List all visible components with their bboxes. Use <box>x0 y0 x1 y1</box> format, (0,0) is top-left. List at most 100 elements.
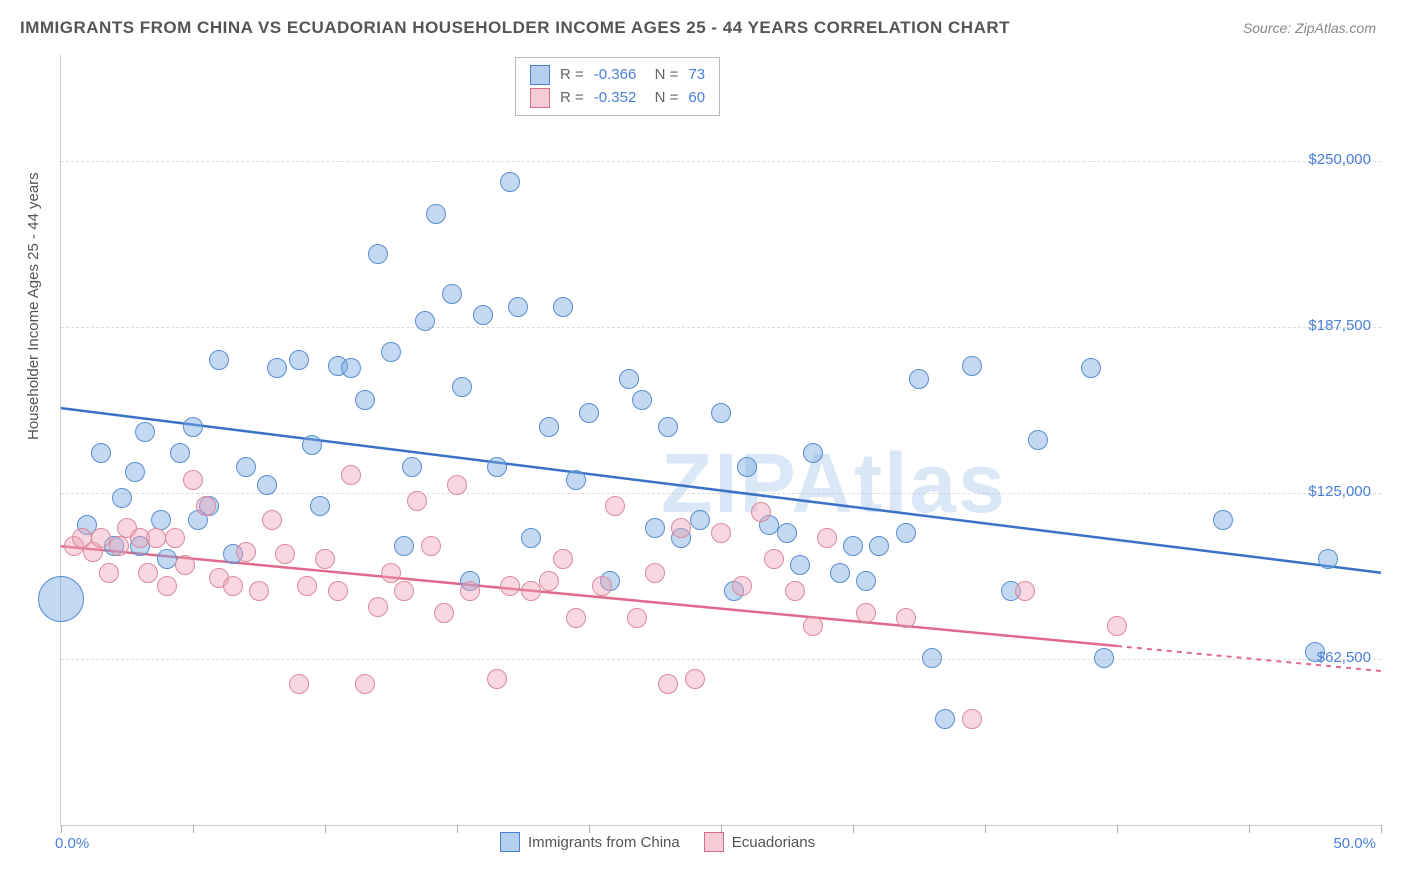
stat-label: N = <box>646 87 678 110</box>
x-tick <box>1117 825 1118 833</box>
scatter-point <box>962 356 982 376</box>
scatter-point <box>402 457 422 477</box>
scatter-point <box>209 350 229 370</box>
scatter-point <box>539 571 559 591</box>
stat-value: 73 <box>688 64 705 87</box>
scatter-point <box>109 536 129 556</box>
scatter-point <box>151 510 171 530</box>
y-axis-label: Householder Income Ages 25 - 44 years <box>25 172 42 440</box>
scatter-point <box>91 443 111 463</box>
scatter-point <box>1094 648 1114 668</box>
gridline-h <box>61 161 1381 162</box>
scatter-point <box>962 709 982 729</box>
scatter-point <box>817 528 837 548</box>
scatter-point <box>355 390 375 410</box>
stats-row: R = -0.366 N = 73 <box>530 64 705 87</box>
scatter-point <box>685 669 705 689</box>
scatter-point <box>487 669 507 689</box>
swatch-icon <box>704 832 724 852</box>
scatter-point <box>452 377 472 397</box>
scatter-point <box>785 581 805 601</box>
scatter-point <box>627 608 647 628</box>
scatter-point <box>1107 616 1127 636</box>
scatter-point <box>368 597 388 617</box>
stat-label: N = <box>646 64 678 87</box>
scatter-point <box>645 563 665 583</box>
scatter-point <box>553 297 573 317</box>
stat-label: R = <box>560 64 584 87</box>
x-tick <box>1249 825 1250 833</box>
scatter-point <box>315 549 335 569</box>
y-tick-label: $62,500 <box>1317 649 1371 666</box>
scatter-point <box>297 576 317 596</box>
scatter-point <box>645 518 665 538</box>
scatter-point <box>732 576 752 596</box>
scatter-point <box>38 576 84 622</box>
gridline-h <box>61 493 1381 494</box>
scatter-point <box>922 648 942 668</box>
scatter-point <box>751 502 771 522</box>
scatter-point <box>790 555 810 575</box>
scatter-point <box>803 616 823 636</box>
scatter-point <box>381 563 401 583</box>
scatter-point <box>830 563 850 583</box>
scatter-point <box>236 457 256 477</box>
scatter-point <box>442 284 462 304</box>
x-axis-min-label: 0.0% <box>55 835 89 852</box>
bottom-legend: Immigrants from China Ecuadorians <box>500 832 815 852</box>
scatter-point <box>183 417 203 437</box>
scatter-point <box>711 523 731 543</box>
x-tick <box>457 825 458 833</box>
scatter-point <box>500 172 520 192</box>
x-tick <box>61 825 62 833</box>
stats-row: R = -0.352 N = 60 <box>530 87 705 110</box>
chart-title: IMMIGRANTS FROM CHINA VS ECUADORIAN HOUS… <box>20 18 1010 38</box>
scatter-point <box>310 496 330 516</box>
x-tick <box>853 825 854 833</box>
scatter-point <box>1081 358 1101 378</box>
legend-label: Ecuadorians <box>732 834 815 851</box>
scatter-point <box>473 305 493 325</box>
scatter-point <box>579 403 599 423</box>
scatter-point <box>249 581 269 601</box>
scatter-point <box>196 496 216 516</box>
y-tick-label: $187,500 <box>1308 317 1371 334</box>
scatter-point <box>341 465 361 485</box>
scatter-point <box>135 422 155 442</box>
scatter-point <box>487 457 507 477</box>
scatter-point <box>394 581 414 601</box>
scatter-point <box>869 536 889 556</box>
scatter-point <box>553 549 573 569</box>
scatter-point <box>146 528 166 548</box>
scatter-point <box>711 403 731 423</box>
scatter-point <box>539 417 559 437</box>
x-tick <box>1381 825 1382 833</box>
scatter-point <box>99 563 119 583</box>
scatter-point <box>737 457 757 477</box>
scatter-point <box>896 608 916 628</box>
scatter-point <box>1318 549 1338 569</box>
swatch-icon <box>530 65 550 85</box>
scatter-point <box>896 523 916 543</box>
correlation-stats-box: R = -0.366 N = 73 R = -0.352 N = 60 <box>515 57 720 116</box>
scatter-point <box>1015 581 1035 601</box>
x-tick <box>985 825 986 833</box>
scatter-point <box>764 549 784 569</box>
scatter-point <box>843 536 863 556</box>
scatter-point <box>183 470 203 490</box>
scatter-point <box>856 571 876 591</box>
scatter-point <box>856 603 876 623</box>
scatter-point <box>500 576 520 596</box>
scatter-point <box>460 581 480 601</box>
stat-value: -0.352 <box>594 87 637 110</box>
stat-value: -0.366 <box>594 64 637 87</box>
x-axis-max-label: 50.0% <box>1333 835 1376 852</box>
stat-value: 60 <box>688 87 705 110</box>
scatter-point <box>289 350 309 370</box>
scatter-point <box>434 603 454 623</box>
scatter-point <box>671 518 691 538</box>
scatter-point <box>368 244 388 264</box>
scatter-point <box>521 581 541 601</box>
scatter-point <box>566 608 586 628</box>
legend-label: Immigrants from China <box>528 834 680 851</box>
